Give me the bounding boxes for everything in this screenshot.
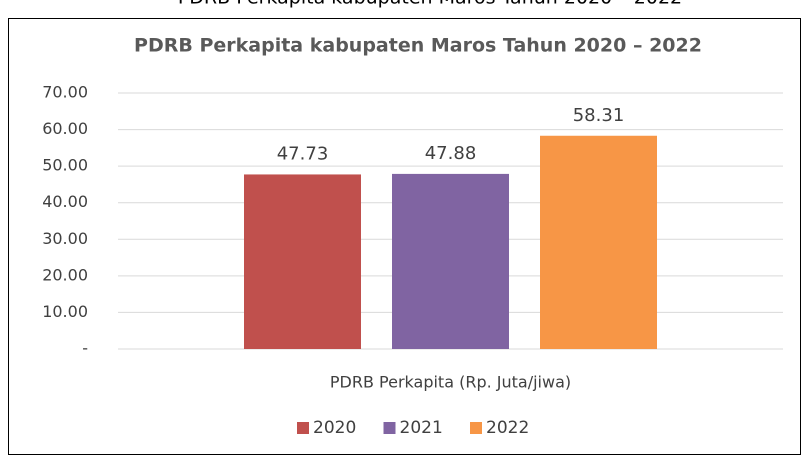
y-tick-label: 10.00 xyxy=(42,302,88,321)
data-label: 47.73 xyxy=(277,143,329,164)
legend-swatch xyxy=(297,422,309,434)
chart-title: PDRB Perkapita kabupaten Maros Tahun 202… xyxy=(134,35,702,57)
y-tick-label: 70.00 xyxy=(42,83,88,102)
legend-label: 2020 xyxy=(313,418,356,438)
y-tick-label: 20.00 xyxy=(42,265,88,284)
caption: PDRB Perkapita kabupaten Maros Tahun 202… xyxy=(178,0,682,9)
y-tick-label: 50.00 xyxy=(42,156,88,175)
y-tick-label: 60.00 xyxy=(42,119,88,138)
legend-label: 2021 xyxy=(400,418,443,438)
bar xyxy=(244,174,361,349)
bar xyxy=(392,173,509,349)
y-tick-label: 30.00 xyxy=(42,229,88,248)
data-label: 47.88 xyxy=(425,143,477,164)
data-label: 58.31 xyxy=(573,105,625,126)
y-tick-label: - xyxy=(82,339,88,358)
y-tick-label: 40.00 xyxy=(42,192,88,211)
legend-label: 2022 xyxy=(486,418,529,438)
legend-swatch xyxy=(470,422,482,434)
x-tick-label: PDRB Perkapita (Rp. Juta/jiwa) xyxy=(330,373,571,392)
bar xyxy=(540,135,657,349)
legend-swatch xyxy=(383,422,396,434)
